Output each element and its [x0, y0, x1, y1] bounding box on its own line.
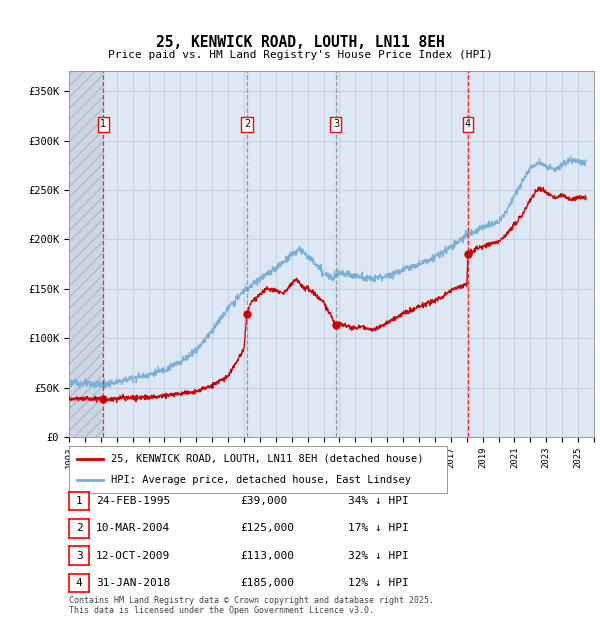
Text: 2: 2: [76, 523, 83, 533]
Text: 32% ↓ HPI: 32% ↓ HPI: [348, 551, 409, 560]
Text: 25, KENWICK ROAD, LOUTH, LN11 8EH (detached house): 25, KENWICK ROAD, LOUTH, LN11 8EH (detac…: [110, 454, 423, 464]
Text: 3: 3: [333, 119, 339, 130]
Text: 24-FEB-1995: 24-FEB-1995: [96, 496, 170, 506]
Text: 34% ↓ HPI: 34% ↓ HPI: [348, 496, 409, 506]
Text: 25, KENWICK ROAD, LOUTH, LN11 8EH: 25, KENWICK ROAD, LOUTH, LN11 8EH: [155, 35, 445, 50]
Text: HPI: Average price, detached house, East Lindsey: HPI: Average price, detached house, East…: [110, 476, 410, 485]
Bar: [69, 71, 103, 437]
Text: £185,000: £185,000: [240, 578, 294, 588]
Text: 4: 4: [465, 119, 471, 130]
Text: 12-OCT-2009: 12-OCT-2009: [96, 551, 170, 560]
Text: 1: 1: [100, 119, 106, 130]
Text: 3: 3: [76, 551, 83, 560]
Text: £39,000: £39,000: [240, 496, 287, 506]
Text: 17% ↓ HPI: 17% ↓ HPI: [348, 523, 409, 533]
Text: 1: 1: [76, 496, 83, 506]
Text: 4: 4: [76, 578, 83, 588]
Text: £125,000: £125,000: [240, 523, 294, 533]
Text: 31-JAN-2018: 31-JAN-2018: [96, 578, 170, 588]
Text: 12% ↓ HPI: 12% ↓ HPI: [348, 578, 409, 588]
Text: £113,000: £113,000: [240, 551, 294, 560]
Text: 2: 2: [244, 119, 250, 130]
Text: 10-MAR-2004: 10-MAR-2004: [96, 523, 170, 533]
Text: Price paid vs. HM Land Registry's House Price Index (HPI): Price paid vs. HM Land Registry's House …: [107, 50, 493, 60]
Text: Contains HM Land Registry data © Crown copyright and database right 2025.
This d: Contains HM Land Registry data © Crown c…: [69, 596, 434, 615]
